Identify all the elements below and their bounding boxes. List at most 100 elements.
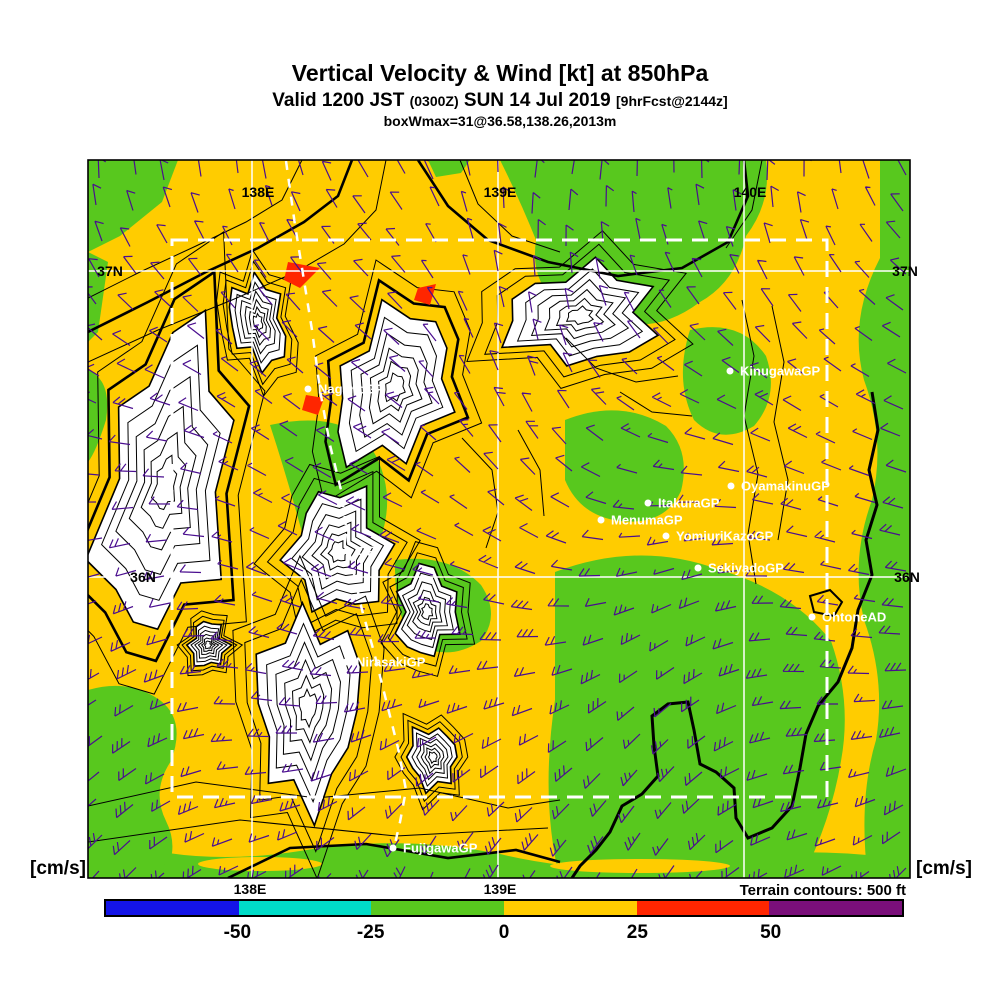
station-dot bbox=[694, 564, 702, 572]
fill-yellow-lens bbox=[198, 857, 322, 871]
terrain-contour bbox=[190, 625, 228, 663]
terrain-white-area bbox=[279, 484, 396, 614]
station-dot bbox=[597, 516, 605, 524]
terrain-contour bbox=[203, 640, 213, 650]
terrain-contour bbox=[275, 641, 342, 782]
coastline-lake bbox=[808, 588, 844, 618]
valid-prefix: Valid 1200 JST bbox=[272, 90, 405, 111]
terrain-contour bbox=[311, 259, 483, 504]
terrain-contour bbox=[88, 269, 251, 663]
terrain-contour bbox=[461, 437, 499, 549]
vertical-velocity-fill-green bbox=[682, 327, 771, 435]
terrain-contour bbox=[244, 578, 373, 853]
station-label-menumagp: MenumaGP bbox=[611, 513, 683, 528]
terrain-contour bbox=[411, 732, 453, 787]
terrain-contour bbox=[239, 290, 276, 355]
terrain-contour bbox=[412, 589, 443, 633]
terrain-contour bbox=[394, 712, 469, 811]
station-label-yomiurikazogp: YomiuriKazoGP bbox=[676, 529, 774, 544]
colorbar-segment bbox=[769, 901, 903, 915]
terrain-contour bbox=[252, 312, 264, 332]
vertical-velocity-fill-green bbox=[88, 252, 108, 342]
lat-label-left: 36N bbox=[130, 569, 156, 585]
terrain-contour bbox=[88, 160, 303, 299]
terrain-contour bbox=[359, 332, 433, 438]
terrain-contour bbox=[248, 305, 267, 339]
station-label-gp: GP bbox=[357, 544, 376, 559]
map-border bbox=[87, 159, 911, 879]
station-dot bbox=[644, 499, 652, 507]
unit-label-right: [cm/s] bbox=[916, 858, 972, 879]
terrain-white-area bbox=[405, 725, 458, 795]
colorbar-segment bbox=[238, 901, 372, 915]
boxwmax-annotation: boxWmax=31@36.58,138.26,2013m bbox=[383, 113, 617, 129]
terrain-contour bbox=[406, 581, 449, 641]
terrain-contour bbox=[416, 596, 438, 626]
vertical-velocity-fill-green bbox=[428, 160, 470, 177]
station-label-sekiyadogp: SekiyadoGP bbox=[708, 561, 784, 576]
unit-label-left: [cm/s] bbox=[30, 858, 86, 879]
terrain-contour bbox=[466, 230, 694, 389]
fill-yellow-lens bbox=[550, 859, 730, 873]
vertical-velocity-fill-green bbox=[88, 370, 108, 462]
terrain-white-area bbox=[337, 298, 456, 469]
lon-label-top: 139E bbox=[484, 184, 517, 200]
station-label-ohtonead: OhtoneAD bbox=[822, 610, 886, 625]
terrain-contour-bold bbox=[88, 160, 354, 334]
colorbar-segment bbox=[636, 901, 770, 915]
chart-title: Vertical Velocity & Wind [kt] at 850hPa bbox=[291, 60, 709, 86]
colorbar-segment bbox=[504, 901, 637, 915]
station-dot bbox=[727, 482, 735, 490]
terrain-contours-note: Terrain contours: 500 ft bbox=[740, 882, 906, 899]
terrain-contour bbox=[725, 160, 763, 249]
terrain-contour bbox=[181, 615, 238, 672]
station-label-naganogp: NaganoGP bbox=[318, 382, 385, 397]
terrain-contour bbox=[197, 633, 220, 656]
terrain-contour bbox=[216, 248, 299, 398]
terrain-contour bbox=[619, 391, 693, 417]
terrain-contour bbox=[88, 781, 561, 809]
terrain-contour bbox=[244, 298, 272, 347]
terrain-contour bbox=[517, 429, 545, 517]
lat-label-right: 37N bbox=[892, 263, 918, 279]
terrain-contour bbox=[380, 540, 476, 677]
terrain-contour bbox=[324, 278, 470, 487]
station-dot bbox=[726, 367, 734, 375]
terrain-contour bbox=[421, 603, 434, 621]
chart-header: Vertical Velocity & Wind [kt] at 850hPa … bbox=[0, 60, 1000, 129]
terrain-contour bbox=[232, 554, 385, 878]
terrain-white-area bbox=[394, 562, 461, 658]
vertical-velocity-fill-green bbox=[88, 685, 177, 878]
terrain-contour-bold bbox=[227, 842, 561, 878]
terrain-contour bbox=[401, 572, 454, 649]
station-dot bbox=[662, 532, 670, 540]
station-label-itakuragp: ItakuraGP bbox=[658, 496, 720, 511]
station-label-fujigawagp: FujigawaGP bbox=[403, 841, 478, 856]
colorbar-tick-label: 0 bbox=[498, 922, 510, 943]
terrain-contour bbox=[741, 299, 759, 585]
terrain-contour bbox=[115, 375, 209, 575]
terrain-contour bbox=[327, 540, 349, 563]
terrain-contour-bold bbox=[416, 160, 750, 278]
lon-label-top: 140E bbox=[734, 184, 767, 200]
colorbar-tick-label: -25 bbox=[356, 922, 385, 943]
lat-label-right: 36N bbox=[894, 569, 920, 585]
terrain-contour bbox=[530, 278, 630, 348]
colorbar bbox=[104, 899, 904, 917]
forecast-domain-box bbox=[170, 238, 829, 799]
station-label-nirasakigp: NirasakiGP bbox=[356, 655, 426, 670]
terrain-contour bbox=[368, 347, 423, 425]
lat-label-left: 37N bbox=[97, 263, 123, 279]
terrain-contour bbox=[200, 637, 217, 652]
colorbar-segment bbox=[371, 901, 505, 915]
terrain-contour bbox=[301, 510, 374, 590]
strong-lift-red-patch bbox=[414, 284, 436, 305]
strong-lift-red-patch bbox=[302, 395, 324, 415]
colorbar-segment bbox=[106, 901, 239, 915]
lon-label-bottom: 138E bbox=[234, 881, 267, 897]
forecast-ref: [9hrFcst@2144z] bbox=[616, 93, 728, 109]
valid-utc: (0300Z) bbox=[409, 93, 459, 109]
terrain-contour bbox=[384, 372, 406, 403]
station-dot bbox=[808, 613, 816, 621]
station-dot bbox=[342, 658, 350, 666]
